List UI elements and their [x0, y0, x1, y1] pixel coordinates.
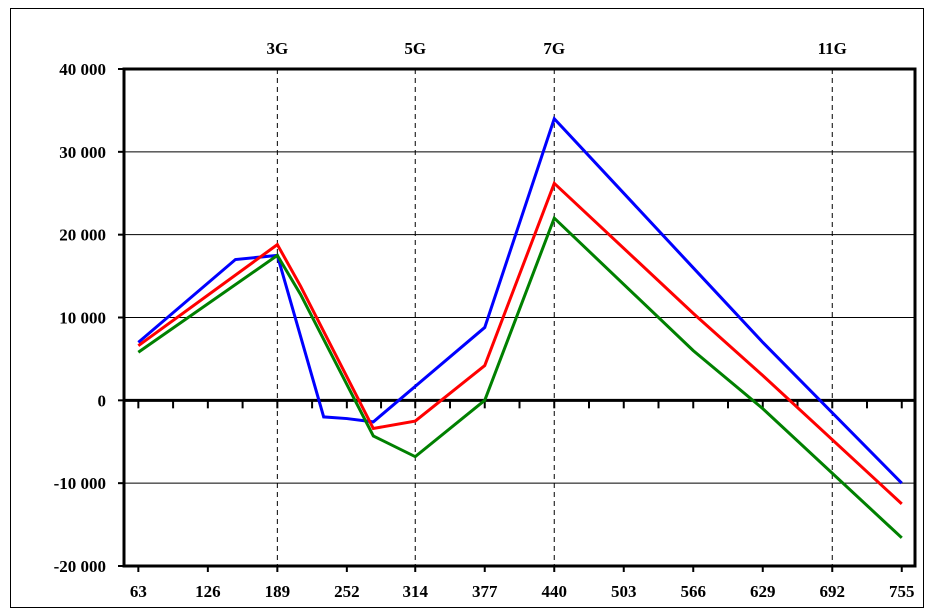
harmonic-marker-label: 7G	[543, 39, 565, 58]
x-tick-label: 566	[681, 582, 707, 601]
x-tick-label: 692	[820, 582, 846, 601]
x-tick-label: 755	[889, 582, 915, 601]
y-tick-label: -10 000	[54, 474, 106, 493]
harmonic-marker-label: 5G	[404, 39, 426, 58]
series-line-1	[137, 115, 903, 485]
x-tick-label: 126	[195, 582, 221, 601]
y-tick-label: 30 000	[59, 143, 106, 162]
x-tick-label: 377	[472, 582, 498, 601]
x-tick-label: 63	[130, 582, 147, 601]
series-line-3	[137, 215, 903, 539]
series-line-2	[137, 180, 903, 505]
harmonic-marker-label: 3G	[266, 39, 288, 58]
y-tick-label: -20 000	[54, 557, 106, 576]
x-tick-label: 252	[334, 582, 360, 601]
series-lines	[137, 115, 903, 539]
harmonic-markers: 3G 5G 7G 11G	[266, 39, 847, 566]
x-tick-label: 314	[402, 582, 428, 601]
axes	[118, 67, 917, 572]
chart-frame	[10, 8, 924, 608]
y-tick-label: 20 000	[59, 226, 106, 245]
x-tick-label: 189	[265, 582, 291, 601]
y-tick-label: 10 000	[59, 309, 106, 328]
y-tick-label: 40 000	[59, 60, 106, 79]
y-tick-label: 0	[98, 391, 107, 410]
gridlines	[124, 68, 915, 567]
x-tick-label: 440	[542, 582, 568, 601]
x-tick-label: 503	[611, 582, 637, 601]
harmonic-marker-label: 11G	[818, 39, 847, 58]
x-tick-label: 629	[750, 582, 776, 601]
tick-labels: 40 000 30 000 20 000 10 000 0 -10 000 -20 000 6…	[54, 60, 915, 601]
